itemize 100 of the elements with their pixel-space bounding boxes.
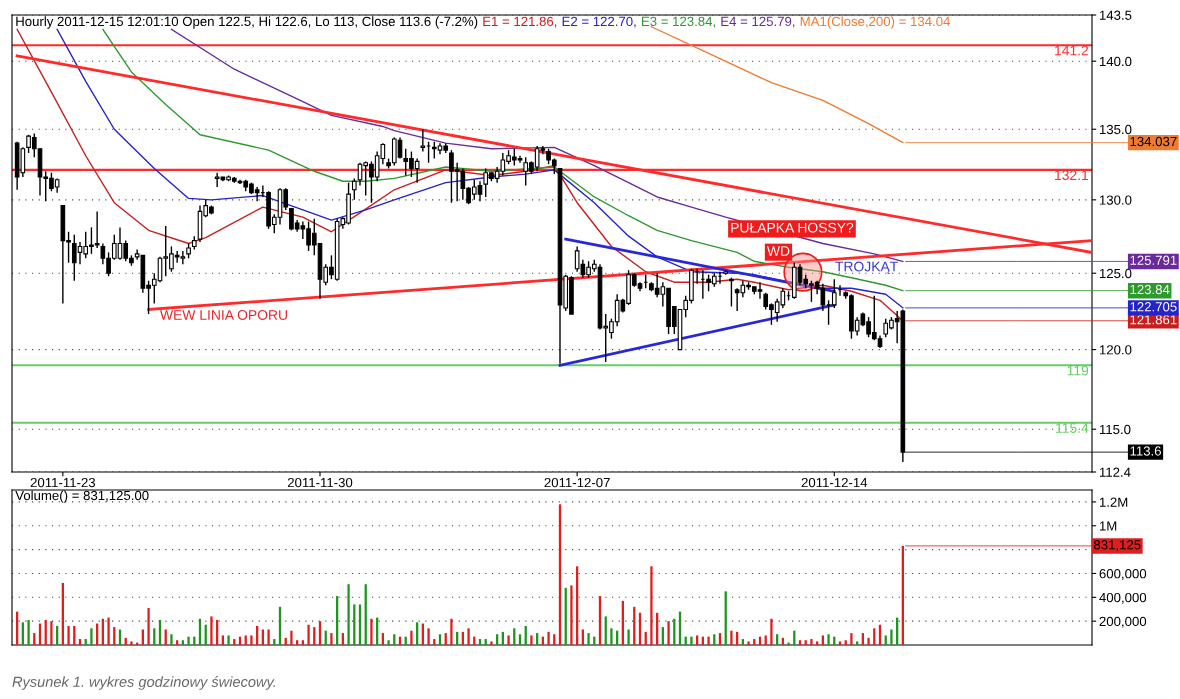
x-tick-label: 2011-12-07 bbox=[544, 477, 610, 488]
x-tick-label: 2011-11-30 bbox=[287, 477, 353, 488]
x-tick-label: 2011-12-14 bbox=[801, 477, 868, 488]
y-tick-label: 600,000 bbox=[1099, 569, 1147, 580]
bar bbox=[130, 641, 133, 645]
bar bbox=[867, 637, 870, 645]
bar bbox=[810, 639, 813, 645]
candlestick bbox=[420, 128, 426, 153]
annotation: WEW LINIA OPORU bbox=[160, 310, 287, 320]
bar bbox=[90, 628, 93, 645]
annotation: WD bbox=[766, 246, 790, 256]
bar bbox=[330, 633, 333, 645]
annotation: PUŁAPKA HOSSY? bbox=[731, 222, 854, 233]
bar bbox=[798, 640, 802, 645]
bar bbox=[627, 629, 630, 645]
bar bbox=[827, 634, 830, 645]
bar bbox=[696, 635, 699, 645]
ref-line-label: 119 bbox=[1067, 365, 1089, 376]
data-label: 122.705 bbox=[1130, 302, 1177, 312]
bar bbox=[884, 635, 887, 645]
y-tick-label: 120.0 bbox=[1099, 345, 1132, 355]
y-tick-label: 130.0 bbox=[1099, 195, 1132, 205]
y-tick-label: 115.0 bbox=[1099, 424, 1131, 435]
bar bbox=[427, 628, 430, 645]
x-tick-label: 2011-11-23 bbox=[30, 477, 96, 488]
bar bbox=[610, 628, 613, 645]
bar bbox=[650, 566, 653, 645]
data-label: 123.84 bbox=[1130, 284, 1170, 295]
bar bbox=[301, 640, 304, 645]
bar bbox=[667, 621, 670, 645]
bar bbox=[176, 640, 179, 645]
y-tick-label: 1.2M bbox=[1099, 497, 1128, 507]
candlestick bbox=[831, 278, 837, 309]
bar bbox=[730, 630, 733, 645]
bar bbox=[181, 640, 184, 645]
bar bbox=[844, 640, 847, 645]
y-tick-label: 125.0 bbox=[1099, 268, 1132, 279]
candlestick bbox=[729, 277, 734, 308]
bar bbox=[307, 624, 310, 645]
candlestick bbox=[351, 177, 357, 201]
bar bbox=[530, 635, 533, 645]
bar bbox=[787, 642, 790, 645]
bar bbox=[804, 640, 807, 645]
bar bbox=[490, 641, 493, 645]
bar bbox=[50, 621, 53, 645]
bar bbox=[261, 629, 264, 645]
bar bbox=[764, 635, 767, 645]
y-tick-label: 135.0 bbox=[1099, 124, 1132, 135]
text: E2 = 122.70, bbox=[562, 16, 636, 28]
data-label: 831,125 bbox=[1093, 540, 1141, 551]
bar bbox=[164, 629, 167, 645]
data-label: 134.037 bbox=[1130, 136, 1177, 147]
y-tick-label: 200,000 bbox=[1099, 616, 1147, 628]
bar bbox=[856, 641, 859, 645]
text: E1 = 121.86, bbox=[483, 16, 557, 28]
bar bbox=[370, 618, 373, 645]
text: E3 = 123.84, bbox=[642, 16, 715, 28]
bar bbox=[290, 630, 293, 645]
bar bbox=[170, 634, 173, 645]
bar bbox=[570, 585, 573, 645]
bar bbox=[296, 640, 299, 645]
y-tick-label: 400,000 bbox=[1099, 592, 1147, 604]
bar bbox=[244, 635, 247, 645]
y-tick-label: 1M bbox=[1099, 521, 1117, 531]
annotation: TROJKĄT bbox=[835, 261, 898, 275]
bar bbox=[821, 635, 824, 645]
bar bbox=[250, 635, 253, 645]
bar bbox=[67, 625, 70, 645]
bar bbox=[587, 633, 590, 645]
bar bbox=[507, 635, 510, 645]
bar bbox=[581, 629, 584, 645]
bar bbox=[450, 618, 453, 645]
bar bbox=[118, 629, 122, 645]
bar bbox=[850, 633, 853, 645]
text: MA1(Close,200) = 134.04 bbox=[800, 16, 951, 29]
bar bbox=[107, 617, 110, 645]
bar bbox=[547, 631, 550, 645]
bar bbox=[707, 636, 710, 645]
text: E4 = 125.79, bbox=[721, 16, 795, 28]
bar bbox=[816, 641, 819, 645]
y-tick-label: 112.4 bbox=[1099, 467, 1131, 477]
bar bbox=[187, 636, 190, 645]
y-tick-label: 140.0 bbox=[1099, 56, 1132, 67]
bar bbox=[890, 629, 893, 645]
text: Rysunek 1. wykres godzinowy świecowy. bbox=[12, 676, 275, 690]
y-tick-label: 143.5 bbox=[1099, 10, 1132, 20]
ref-line-label: 115.4 bbox=[1056, 423, 1089, 433]
bar bbox=[347, 584, 350, 645]
bar bbox=[227, 635, 230, 645]
bar bbox=[838, 641, 842, 645]
bar bbox=[141, 629, 144, 645]
bar bbox=[27, 619, 30, 645]
bar bbox=[267, 629, 270, 645]
bar bbox=[387, 640, 390, 645]
bar bbox=[467, 628, 470, 645]
bar bbox=[690, 636, 693, 645]
chart-title: Hourly 2011-12-15 12:01:10 Open 122.5, Hi 122.6, Lo 113, Close 113.6 (-7.2%) bbox=[16, 16, 478, 29]
bar bbox=[410, 630, 413, 645]
bar bbox=[747, 641, 750, 645]
text: 113.6 bbox=[1130, 446, 1161, 456]
